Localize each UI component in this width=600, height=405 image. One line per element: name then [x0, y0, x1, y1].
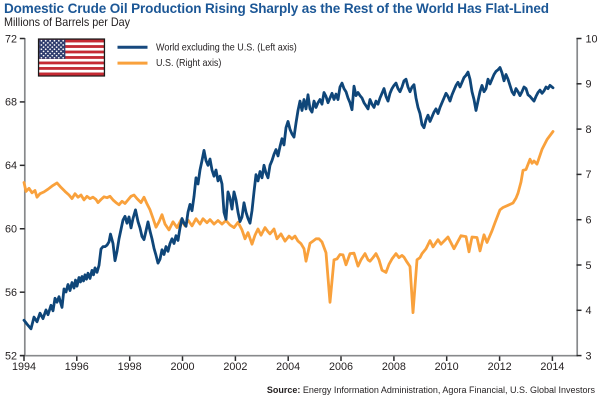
svg-text:2008: 2008 — [382, 361, 406, 373]
svg-text:World excluding the U.S. (Left: World excluding the U.S. (Left axis) — [156, 42, 297, 54]
svg-text:7: 7 — [586, 169, 592, 181]
svg-text:52: 52 — [5, 350, 17, 362]
svg-text:2006: 2006 — [329, 361, 353, 373]
svg-text:5: 5 — [586, 260, 592, 272]
svg-text:1994: 1994 — [12, 361, 36, 373]
svg-text:2004: 2004 — [276, 361, 300, 373]
svg-text:1998: 1998 — [118, 361, 142, 373]
svg-text:72: 72 — [5, 33, 17, 45]
svg-text:2010: 2010 — [435, 361, 459, 373]
svg-text:10: 10 — [586, 33, 598, 45]
svg-text:64: 64 — [5, 160, 17, 172]
svg-text:Source: Energy Information Adm: Source: Energy Information Administratio… — [267, 385, 596, 395]
svg-text:3: 3 — [586, 350, 592, 362]
svg-text:68: 68 — [5, 97, 17, 109]
svg-text:9: 9 — [586, 79, 592, 91]
svg-text:2002: 2002 — [223, 361, 247, 373]
svg-text:2000: 2000 — [170, 361, 194, 373]
svg-text:U.S. (Right axis): U.S. (Right axis) — [156, 58, 221, 70]
svg-text:8: 8 — [586, 124, 592, 136]
svg-text:2012: 2012 — [488, 361, 512, 373]
svg-text:4: 4 — [586, 305, 592, 317]
svg-text:1996: 1996 — [65, 361, 89, 373]
svg-text:2014: 2014 — [540, 361, 564, 373]
svg-text:56: 56 — [5, 287, 17, 299]
svg-text:60: 60 — [5, 224, 17, 236]
svg-text:6: 6 — [586, 215, 592, 227]
